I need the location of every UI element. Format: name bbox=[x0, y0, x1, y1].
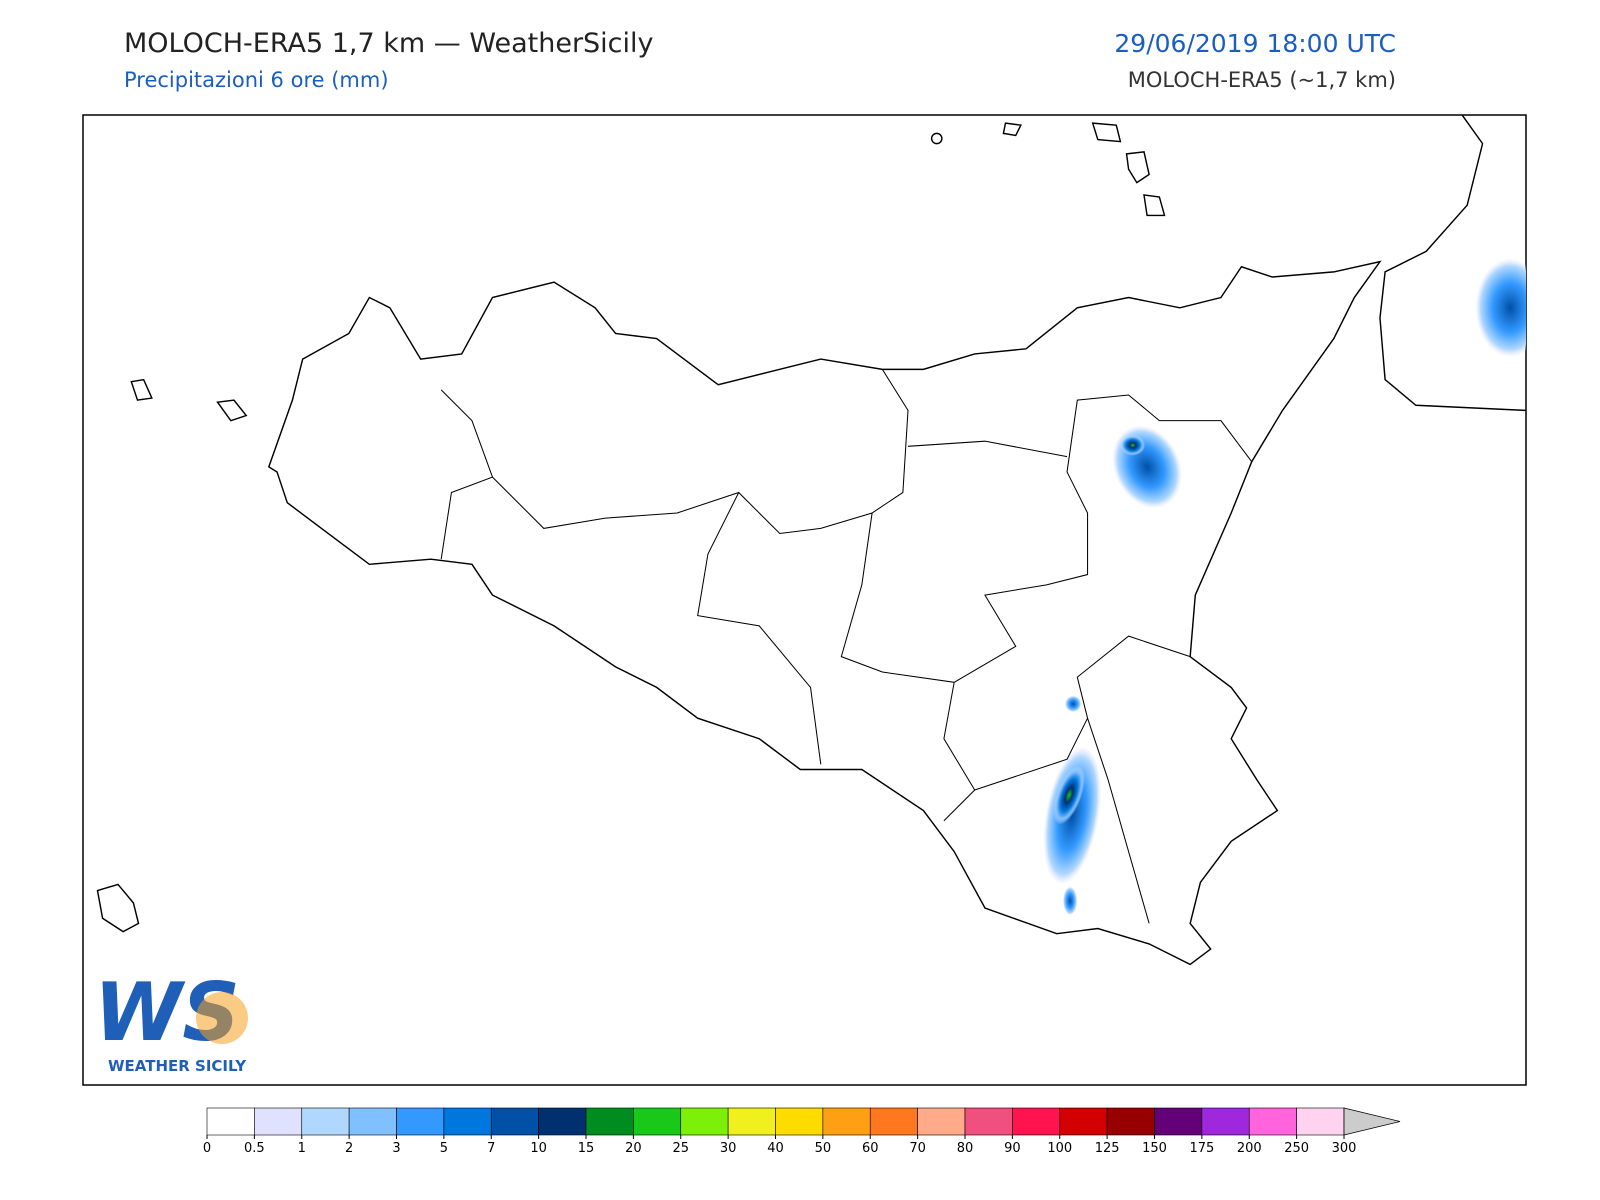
colorbar-label: 300 bbox=[1332, 1141, 1357, 1156]
colorbar-box bbox=[206, 1107, 255, 1136]
coastline bbox=[267, 260, 1382, 966]
colorbar-label: 125 bbox=[1095, 1141, 1120, 1156]
colorbar-extend bbox=[1343, 1107, 1401, 1136]
colorbar-box bbox=[869, 1107, 918, 1136]
colorbar-label: 175 bbox=[1189, 1141, 1214, 1156]
colorbar-label: 30 bbox=[720, 1141, 737, 1156]
colorbar-box bbox=[348, 1107, 397, 1136]
colorbar-label: 3 bbox=[392, 1141, 400, 1156]
colorbar-label: 1 bbox=[298, 1141, 306, 1156]
colorbar-label: 50 bbox=[815, 1141, 832, 1156]
colorbar-label: 100 bbox=[1047, 1141, 1072, 1156]
colorbar-box bbox=[633, 1107, 682, 1136]
logo-name: WEATHER SICILY bbox=[108, 1057, 247, 1075]
colorbar-box bbox=[585, 1107, 634, 1136]
colorbar-box bbox=[680, 1107, 729, 1136]
map bbox=[96, 115, 1526, 966]
rain-area bbox=[1053, 765, 1085, 825]
colorbar-label: 15 bbox=[578, 1141, 595, 1156]
model: MOLOCH-ERA5 (~1,7 km) bbox=[1128, 68, 1396, 92]
colorbar-box bbox=[301, 1107, 350, 1136]
colorbar-box bbox=[1059, 1107, 1108, 1136]
colorbar-label: 90 bbox=[1004, 1141, 1021, 1156]
title: MOLOCH-ERA5 1,7 km — WeatherSicily bbox=[124, 28, 654, 59]
rain-area bbox=[1064, 695, 1082, 713]
colorbar-label: 0.5 bbox=[244, 1141, 265, 1156]
datetime: 29/06/2019 18:00 UTC bbox=[1114, 29, 1396, 58]
rain-area bbox=[1062, 886, 1078, 916]
colorbar-label: 2 bbox=[345, 1141, 353, 1156]
colorbar-label: 200 bbox=[1237, 1141, 1262, 1156]
colorbar-box bbox=[443, 1107, 492, 1136]
island bbox=[930, 132, 943, 145]
colorbar: 0 0.5 1 2 3 5 7 10 15 20 25 30 40 50 60 70 80 90 100 125 150… bbox=[203, 1107, 1401, 1156]
colorbar-box bbox=[727, 1107, 776, 1136]
colorbar-box bbox=[396, 1107, 445, 1136]
colorbar-box bbox=[1296, 1107, 1345, 1136]
colorbar-box bbox=[917, 1107, 966, 1136]
colorbar-box bbox=[1012, 1107, 1061, 1136]
colorbar-box bbox=[1154, 1107, 1203, 1136]
colorbar-box bbox=[1248, 1107, 1297, 1136]
rain-area bbox=[1475, 258, 1526, 358]
colorbar-label: 0 bbox=[203, 1141, 211, 1156]
colorbar-label: 25 bbox=[672, 1141, 689, 1156]
colorbar-label: 60 bbox=[862, 1141, 879, 1156]
colorbar-label: 10 bbox=[530, 1141, 547, 1156]
island bbox=[96, 122, 1166, 933]
logo-sun bbox=[196, 992, 248, 1044]
colorbar-label: 5 bbox=[440, 1141, 448, 1156]
colorbar-box bbox=[490, 1107, 539, 1136]
rain-area bbox=[1120, 435, 1146, 456]
colorbar-box bbox=[1201, 1107, 1250, 1136]
colorbar-box bbox=[822, 1107, 871, 1136]
map-frame bbox=[82, 114, 1527, 1086]
colorbar-label: 20 bbox=[625, 1141, 642, 1156]
colorbar-box bbox=[254, 1107, 303, 1136]
colorbar-label: 70 bbox=[909, 1141, 926, 1156]
subtitle: Precipitazioni 6 ore (mm) bbox=[124, 68, 389, 92]
colorbar-box bbox=[538, 1107, 587, 1136]
colorbar-label: 7 bbox=[487, 1141, 495, 1156]
colorbar-label: 80 bbox=[957, 1141, 974, 1156]
colorbar-label: 150 bbox=[1142, 1141, 1167, 1156]
colorbar-box bbox=[775, 1107, 824, 1136]
colorbar-box bbox=[1106, 1107, 1155, 1136]
province-border bbox=[440, 369, 1253, 924]
colorbar-box bbox=[964, 1107, 1013, 1136]
calabria-coast bbox=[1379, 115, 1526, 412]
colorbar-label: 250 bbox=[1284, 1141, 1309, 1156]
colorbar-label: 40 bbox=[767, 1141, 784, 1156]
logo: WS WEATHER SICILY bbox=[94, 966, 248, 1075]
